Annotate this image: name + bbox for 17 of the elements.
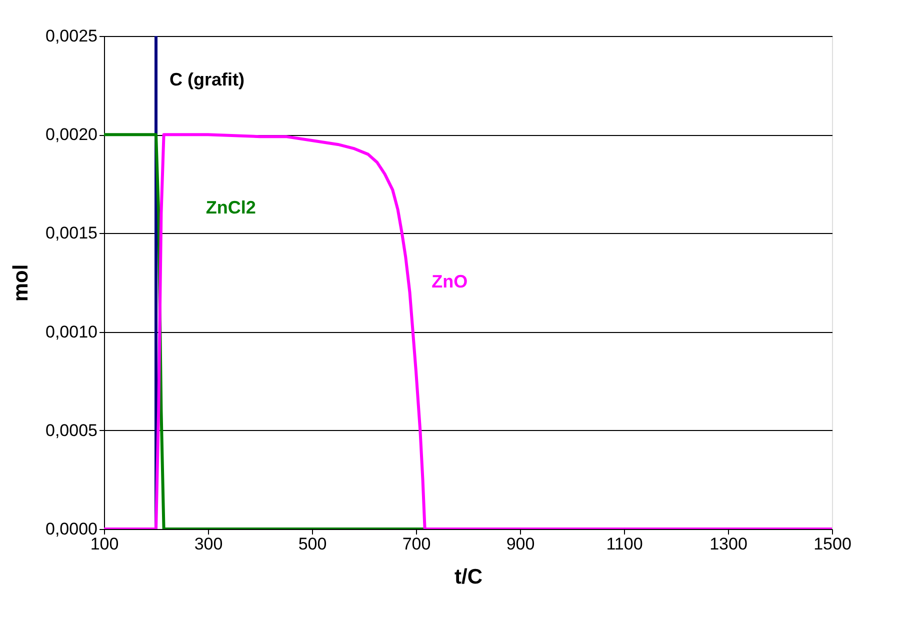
annotation: C (grafit) xyxy=(170,69,245,90)
y-tick-label: 0,0010 xyxy=(46,322,98,342)
x-tick-label: 1100 xyxy=(606,534,643,554)
y-tick-label: 0,0020 xyxy=(46,125,98,144)
x-tick-label: 1500 xyxy=(814,534,852,554)
x-tick-label: 1300 xyxy=(710,534,748,554)
y-axis-title: mol xyxy=(10,264,33,302)
x-axis-title: t/C xyxy=(454,566,482,588)
y-tick-label: 0,0025 xyxy=(46,26,98,46)
x-tick-label: 700 xyxy=(402,534,431,554)
y-tick-label: 0,0005 xyxy=(46,420,98,440)
x-tick-label: 900 xyxy=(506,534,535,554)
y-tick-label: 0,0015 xyxy=(46,224,98,243)
annotation: ZnCl2 xyxy=(206,198,256,218)
x-tick-label: 500 xyxy=(298,534,327,554)
x-tick-label: 300 xyxy=(194,534,223,554)
annotation: ZnO xyxy=(432,272,468,292)
